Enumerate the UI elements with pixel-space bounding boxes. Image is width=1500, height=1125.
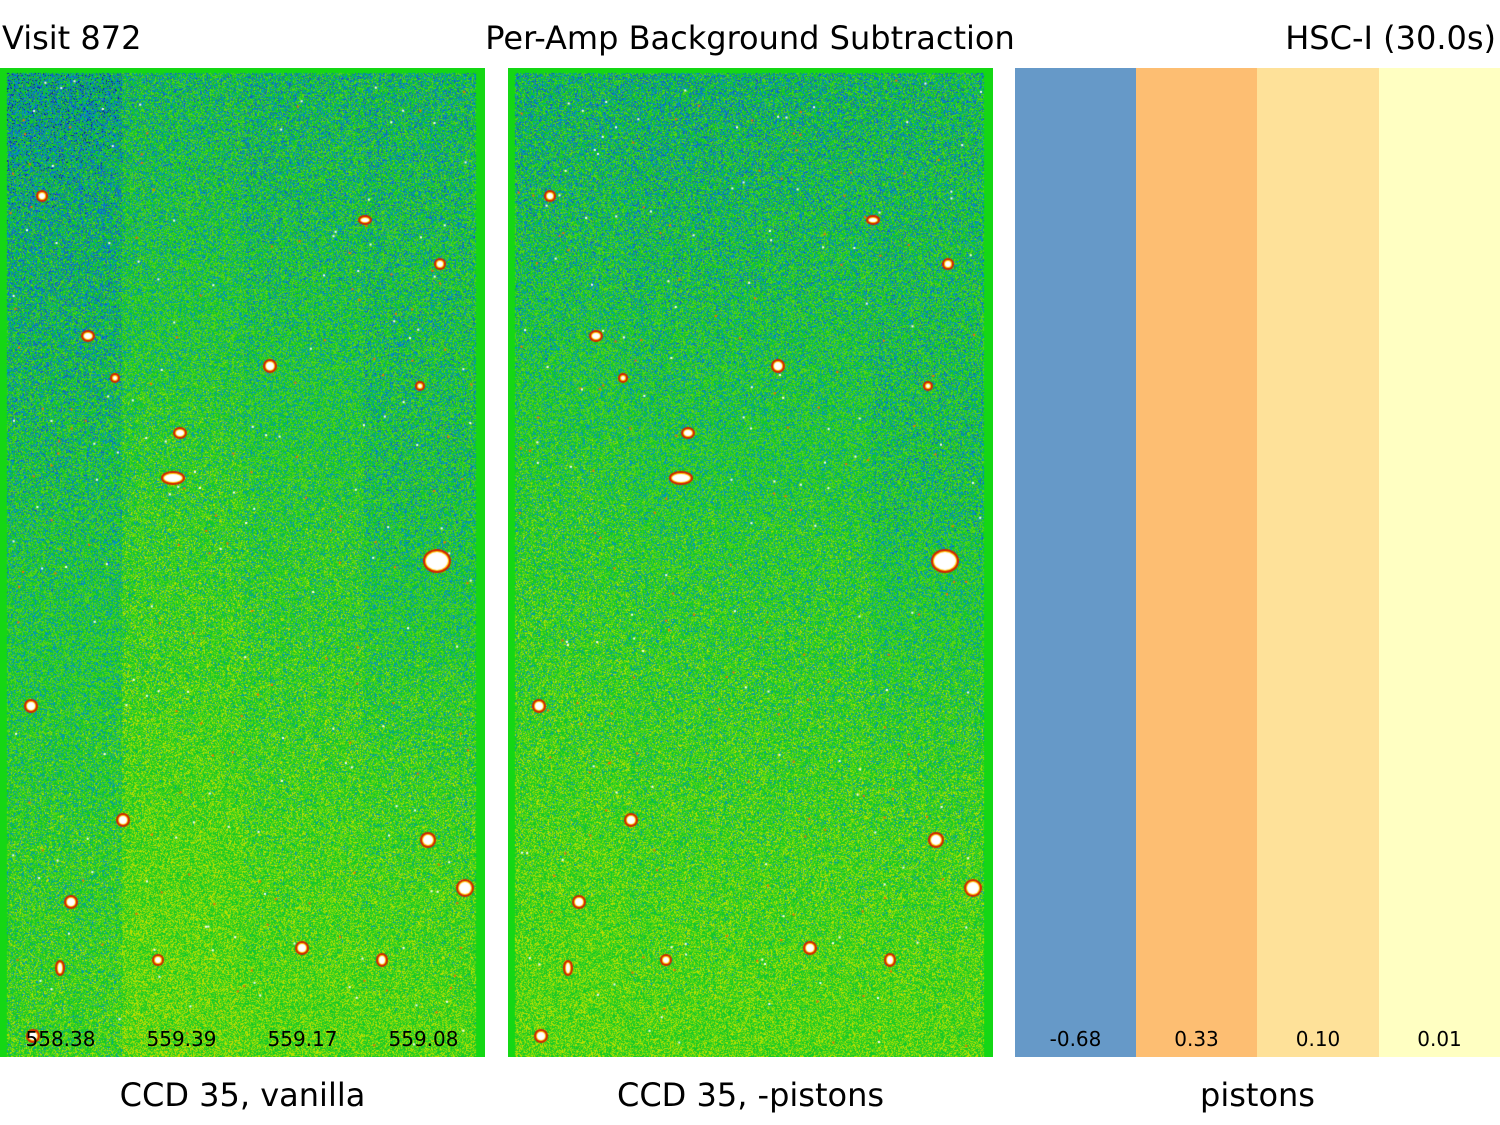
piston-value-2: 0.33 (1174, 1027, 1219, 1051)
amp-value-3: 559.17 (267, 1027, 338, 1051)
piston-strip-amp-1: -0.68 (1015, 68, 1136, 1057)
caption-pistons: pistons (1200, 1076, 1315, 1114)
caption-vanilla: CCD 35, vanilla (119, 1076, 366, 1114)
figure-title: Per-Amp Background Subtraction (485, 19, 1015, 57)
piston-value-3: 0.10 (1295, 1027, 1341, 1051)
visit-title: Visit 872 (2, 19, 142, 57)
caption-pistons-subtracted: CCD 35, -pistons (616, 1076, 885, 1114)
piston-strip-amp-4: 0.01 (1379, 68, 1500, 1057)
pistons-panel: -0.68 0.33 0.10 0.01 (1015, 68, 1500, 1057)
amp-value-1: 558.38 (25, 1027, 96, 1051)
ccd-image-pistons-subtracted (508, 68, 993, 1057)
piston-value-4: 0.01 (1417, 1027, 1462, 1051)
ccd-image-vanilla: 558.38 559.39 559.17 559.08 (0, 68, 485, 1057)
amp-value-2: 559.39 (146, 1027, 217, 1051)
piston-strip-amp-3: 0.10 (1257, 68, 1379, 1057)
piston-strip-amp-2: 0.33 (1136, 68, 1257, 1057)
filter-exposure-title: HSC-I (30.0s) (1285, 19, 1496, 57)
ccd-image-vanilla-canvas (0, 68, 485, 1057)
amp-value-4: 559.08 (388, 1027, 459, 1051)
piston-value-1: -0.68 (1049, 1027, 1102, 1051)
ccd-image-pistons-subtracted-canvas (508, 68, 993, 1057)
